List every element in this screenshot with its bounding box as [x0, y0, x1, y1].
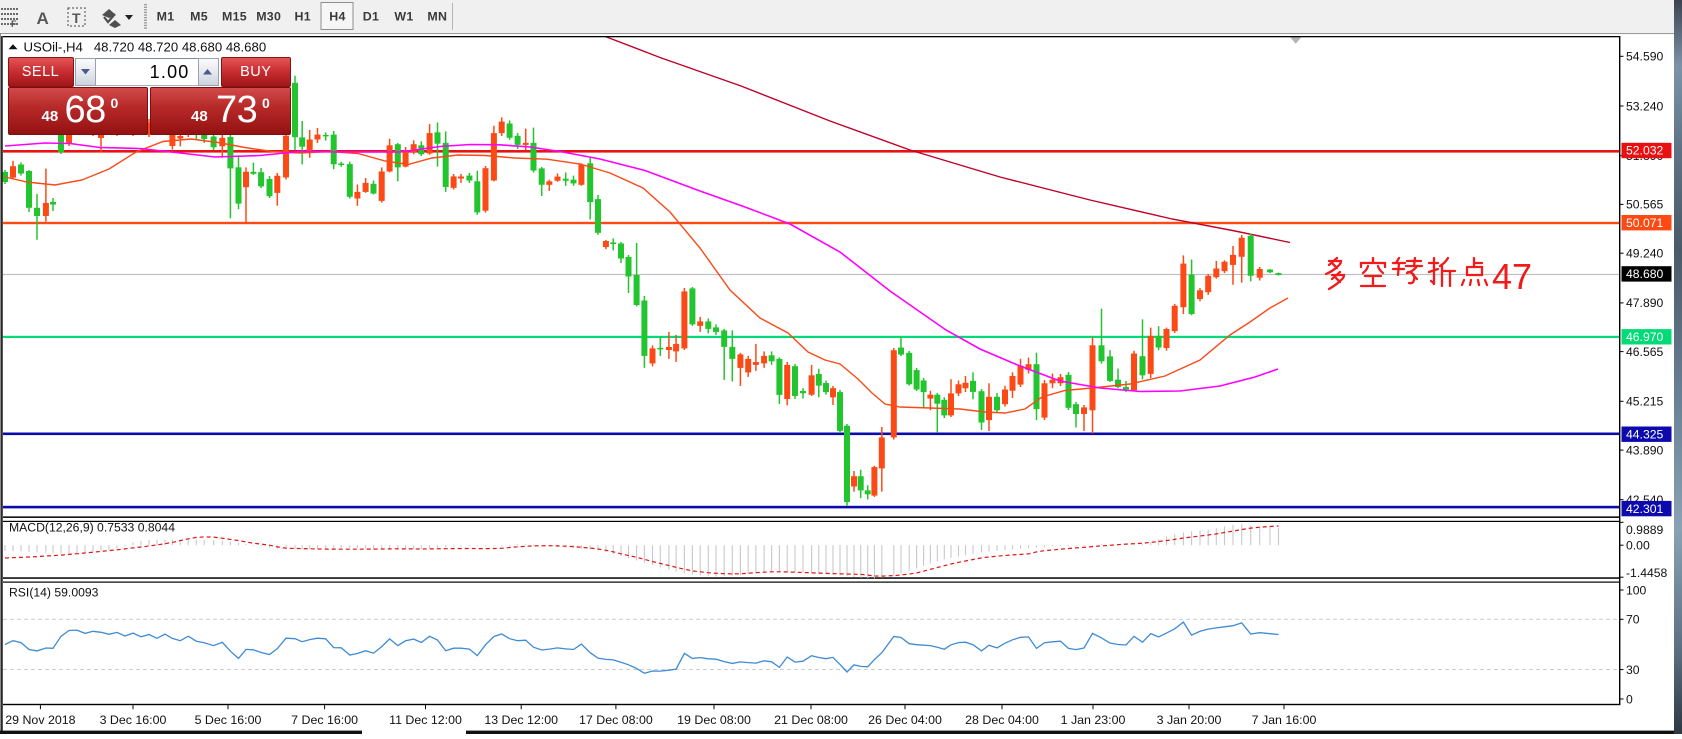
svg-text:M30: M30 — [256, 10, 281, 24]
svg-text:7 Jan 16:00: 7 Jan 16:00 — [1252, 713, 1317, 727]
svg-text:54.590: 54.590 — [1626, 50, 1663, 64]
svg-text:52.032: 52.032 — [1626, 144, 1663, 158]
svg-text:0.9889: 0.9889 — [1626, 523, 1663, 537]
svg-text:3 Jan 20:00: 3 Jan 20:00 — [1157, 713, 1222, 727]
svg-text:3 Dec 16:00: 3 Dec 16:00 — [100, 713, 167, 727]
svg-text:13 Dec 12:00: 13 Dec 12:00 — [484, 713, 558, 727]
svg-text:5 Dec 16:00: 5 Dec 16:00 — [195, 713, 262, 727]
svg-text:49.240: 49.240 — [1626, 247, 1663, 261]
svg-text:19 Dec 08:00: 19 Dec 08:00 — [677, 713, 751, 727]
svg-text:A: A — [37, 9, 49, 28]
svg-text:T: T — [72, 10, 81, 26]
svg-text:-1.4458: -1.4458 — [1626, 566, 1668, 580]
svg-text:21 Dec 08:00: 21 Dec 08:00 — [774, 713, 848, 727]
svg-text:48.680: 48.680 — [1626, 267, 1663, 281]
svg-text:30: 30 — [1626, 663, 1640, 677]
svg-text:43.890: 43.890 — [1626, 443, 1663, 457]
svg-text:44.325: 44.325 — [1626, 427, 1663, 441]
svg-text:47.890: 47.890 — [1626, 296, 1663, 310]
svg-text:50.071: 50.071 — [1626, 216, 1663, 230]
svg-text:MN: MN — [427, 10, 447, 24]
svg-text:M1: M1 — [157, 10, 175, 24]
svg-text:47: 47 — [1492, 256, 1532, 297]
svg-text:H1: H1 — [294, 10, 310, 24]
svg-text:100: 100 — [1626, 583, 1647, 597]
svg-text:50.565: 50.565 — [1626, 198, 1663, 212]
svg-text:MACD(12,26,9) 0.7533 0.8044: MACD(12,26,9) 0.7533 0.8044 — [9, 521, 175, 535]
svg-text:17 Dec 08:00: 17 Dec 08:00 — [579, 713, 653, 727]
svg-text:M15: M15 — [222, 10, 247, 24]
svg-text:11 Dec 12:00: 11 Dec 12:00 — [389, 713, 462, 727]
svg-text:USOil-,H4 48.720 48.720 48.6: USOil-,H4 48.720 48.720 48.680 48.680 — [24, 40, 267, 55]
svg-text:70: 70 — [1626, 613, 1640, 627]
svg-text:7 Dec 16:00: 7 Dec 16:00 — [291, 713, 358, 727]
svg-text:0.00: 0.00 — [1626, 539, 1650, 553]
svg-text:1 Jan 23:00: 1 Jan 23:00 — [1061, 713, 1126, 727]
svg-text:F: F — [11, 19, 17, 29]
svg-text:28 Dec 04:00: 28 Dec 04:00 — [965, 713, 1039, 727]
svg-text:46.565: 46.565 — [1626, 345, 1663, 359]
svg-text:H4: H4 — [329, 10, 345, 24]
svg-text:45.215: 45.215 — [1626, 395, 1663, 409]
svg-text:D1: D1 — [363, 10, 379, 24]
svg-text:0: 0 — [1626, 692, 1633, 706]
svg-text:26 Dec 04:00: 26 Dec 04:00 — [868, 713, 942, 727]
svg-text:M5: M5 — [190, 10, 208, 24]
svg-text:W1: W1 — [394, 10, 413, 24]
svg-text:46.970: 46.970 — [1626, 330, 1663, 344]
svg-text:RSI(14) 59.0093: RSI(14) 59.0093 — [9, 586, 99, 600]
svg-text:42.301: 42.301 — [1626, 502, 1663, 516]
svg-text:29 Nov 2018: 29 Nov 2018 — [5, 713, 75, 727]
svg-text:53.240: 53.240 — [1626, 99, 1663, 113]
